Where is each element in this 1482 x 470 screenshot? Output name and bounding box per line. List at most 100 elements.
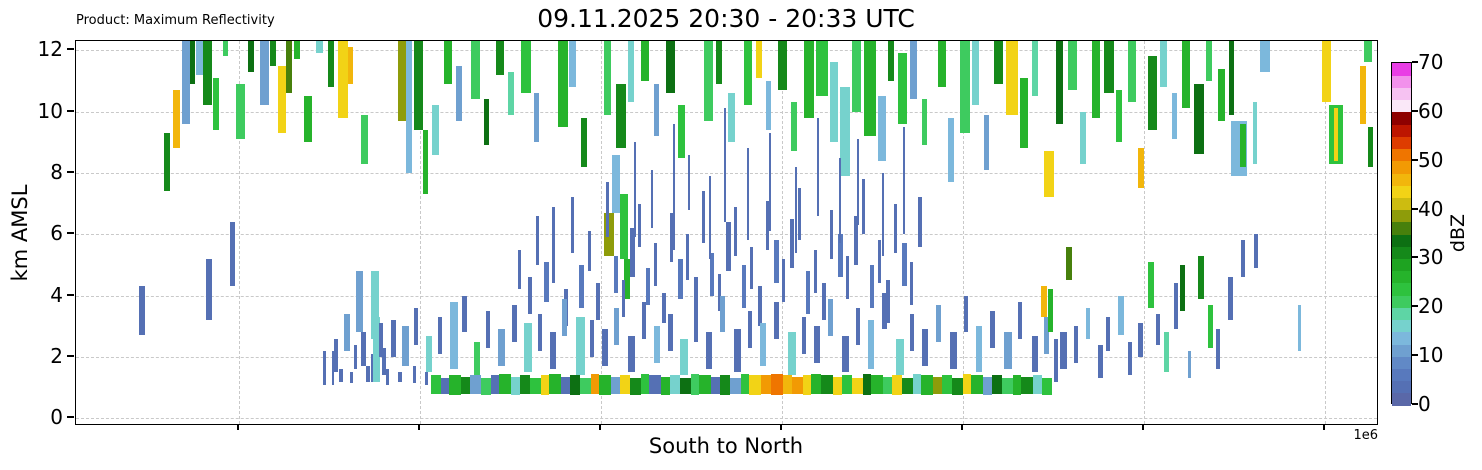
- reflectivity-bar: [1066, 246, 1072, 281]
- reflectivity-bar: [1198, 255, 1204, 299]
- reflectivity-bar: [334, 338, 338, 373]
- reflectivity-bar: [756, 41, 762, 78]
- colorbar-tick: [1412, 61, 1418, 63]
- y-tick-label: 0: [50, 405, 63, 430]
- reflectivity-bar: [983, 376, 992, 396]
- reflectivity-bar: [1128, 341, 1132, 376]
- reflectivity-bar: [576, 317, 585, 376]
- reflectivity-bar: [822, 283, 826, 321]
- reflectivity-bar: [728, 93, 735, 143]
- reflectivity-bar: [742, 264, 746, 308]
- colorbar-segment: [1392, 111, 1411, 125]
- reflectivity-bar: [852, 378, 863, 394]
- reflectivity-bar: [1206, 41, 1212, 81]
- reflectivity-bar: [425, 372, 428, 385]
- reflectivity-bar: [816, 41, 828, 97]
- reflectivity-bar: [470, 375, 481, 394]
- reflectivity-bar: [461, 376, 470, 394]
- colorbar-segment: [1392, 209, 1411, 223]
- x-tick: [780, 425, 782, 430]
- colorbar-segment: [1392, 343, 1411, 357]
- reflectivity-bar: [726, 221, 731, 272]
- reflectivity-bar: [790, 218, 794, 268]
- reflectivity-bar: [1104, 41, 1114, 94]
- y-tick-label: 4: [50, 282, 63, 307]
- reflectivity-bar: [817, 117, 819, 216]
- colorbar-segment: [1392, 331, 1411, 345]
- reflectivity-bar: [1128, 41, 1136, 103]
- reflectivity-bar: [1042, 378, 1052, 396]
- reflectivity-bar: [952, 378, 963, 396]
- reflectivity-bar: [628, 335, 635, 373]
- reflectivity-bar: [1020, 77, 1028, 149]
- reflectivity-bar: [538, 314, 542, 351]
- reflectivity-bar: [882, 172, 884, 256]
- reflectivity-bar: [1254, 234, 1258, 268]
- reflectivity-bar: [426, 335, 432, 373]
- y-tick: [67, 293, 74, 296]
- reflectivity-bar: [612, 154, 620, 213]
- reflectivity-bar: [1260, 41, 1270, 72]
- reflectivity-bar: [680, 378, 691, 394]
- reflectivity-bar: [1164, 332, 1169, 373]
- colorbar-tick-label: 20: [1418, 294, 1444, 319]
- x-axis-offset-label: 1e6: [1353, 428, 1378, 443]
- reflectivity-bar: [718, 274, 721, 311]
- reflectivity-bar: [741, 373, 749, 394]
- reflectivity-bar: [552, 206, 555, 284]
- reflectivity-bar: [654, 243, 657, 287]
- reflectivity-bar: [854, 215, 858, 265]
- reflectivity-bar: [591, 373, 599, 394]
- reflectivity-bar: [903, 126, 905, 235]
- reflectivity-bar: [678, 258, 683, 299]
- colorbar-tick-label: 50: [1418, 147, 1444, 172]
- reflectivity-bar: [518, 249, 521, 290]
- reflectivity-bar: [910, 261, 913, 305]
- reflectivity-bar: [691, 373, 699, 396]
- reflectivity-bar: [441, 378, 449, 394]
- reflectivity-bar: [898, 53, 907, 124]
- colorbar-tick: [1412, 158, 1418, 161]
- reflectivity-bar: [910, 314, 914, 351]
- reflectivity-bar: [348, 47, 353, 84]
- reflectivity-bar: [641, 373, 649, 394]
- vertical-gridline: [1144, 41, 1145, 424]
- reflectivity-bar: [590, 320, 594, 357]
- reflectivity-bar: [948, 117, 954, 183]
- reflectivity-bar: [828, 298, 833, 336]
- reflectivity-bar: [1056, 41, 1063, 124]
- colorbar-tick-label: 40: [1418, 196, 1444, 221]
- reflectivity-bar: [338, 41, 348, 118]
- reflectivity-bar: [398, 372, 402, 382]
- reflectivity-bar: [1116, 90, 1122, 143]
- reflectivity-bar: [371, 271, 379, 339]
- reflectivity-bar: [570, 375, 580, 396]
- reflectivity-bar: [373, 317, 380, 382]
- reflectivity-bar: [386, 369, 389, 385]
- reflectivity-bar: [654, 326, 660, 364]
- reflectivity-bar: [910, 41, 917, 100]
- horizontal-gridline: [76, 356, 1377, 358]
- reflectivity-bar: [1228, 277, 1233, 321]
- x-axis-label: South to North: [648, 434, 804, 458]
- reflectivity-bar: [1004, 332, 1012, 370]
- colorbar-segment: [1392, 136, 1411, 150]
- reflectivity-bar: [769, 133, 771, 232]
- reflectivity-bar: [661, 376, 670, 396]
- reflectivity-bar: [783, 375, 792, 394]
- colorbar-segment: [1392, 270, 1411, 284]
- reflectivity-bar: [534, 93, 539, 143]
- reflectivity-bar: [702, 191, 705, 244]
- reflectivity-bar: [630, 228, 635, 278]
- reflectivity-bar: [673, 123, 675, 250]
- reflectivity-bar: [938, 41, 946, 88]
- reflectivity-bar: [936, 304, 941, 342]
- reflectivity-bar: [606, 182, 609, 238]
- reflectivity-bar: [830, 209, 833, 259]
- colorbar-segment: [1392, 148, 1411, 162]
- reflectivity-bar: [1194, 83, 1204, 155]
- reflectivity-bar: [580, 378, 591, 394]
- reflectivity-bar: [248, 41, 254, 72]
- colorbar-segment: [1392, 246, 1411, 260]
